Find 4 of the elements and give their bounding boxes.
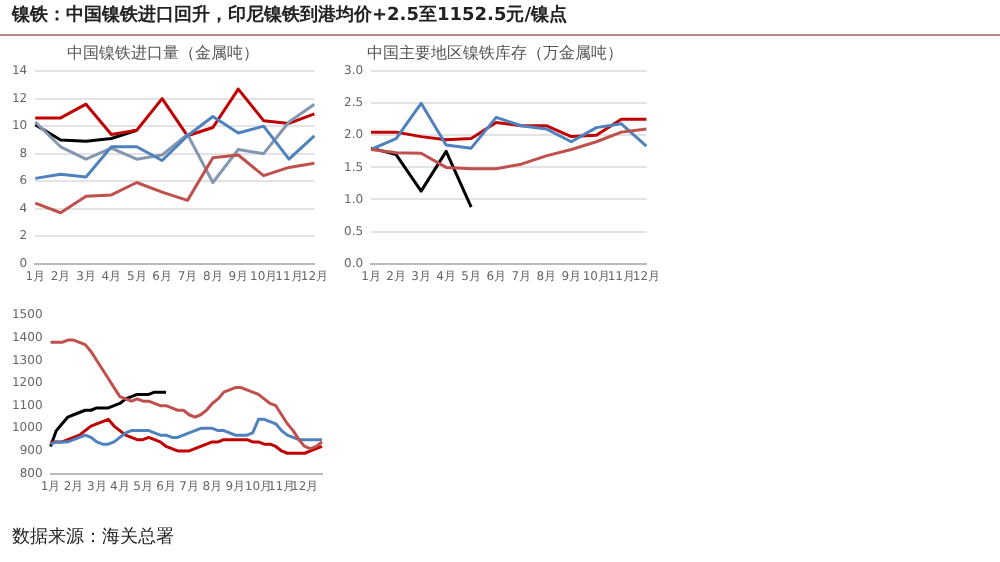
chart-title: 中国镍铁进口量（金属吨） bbox=[67, 43, 259, 62]
chart-title: 中国主要地区镍铁库存（万金属吨） bbox=[367, 43, 623, 62]
text: 镍铁：中国镍铁进口回升，印尼镍铁到港均价+2.5至1152.5元/镍点 bbox=[12, 4, 568, 28]
source-note: 数据来源：海关总署 bbox=[12, 525, 174, 550]
